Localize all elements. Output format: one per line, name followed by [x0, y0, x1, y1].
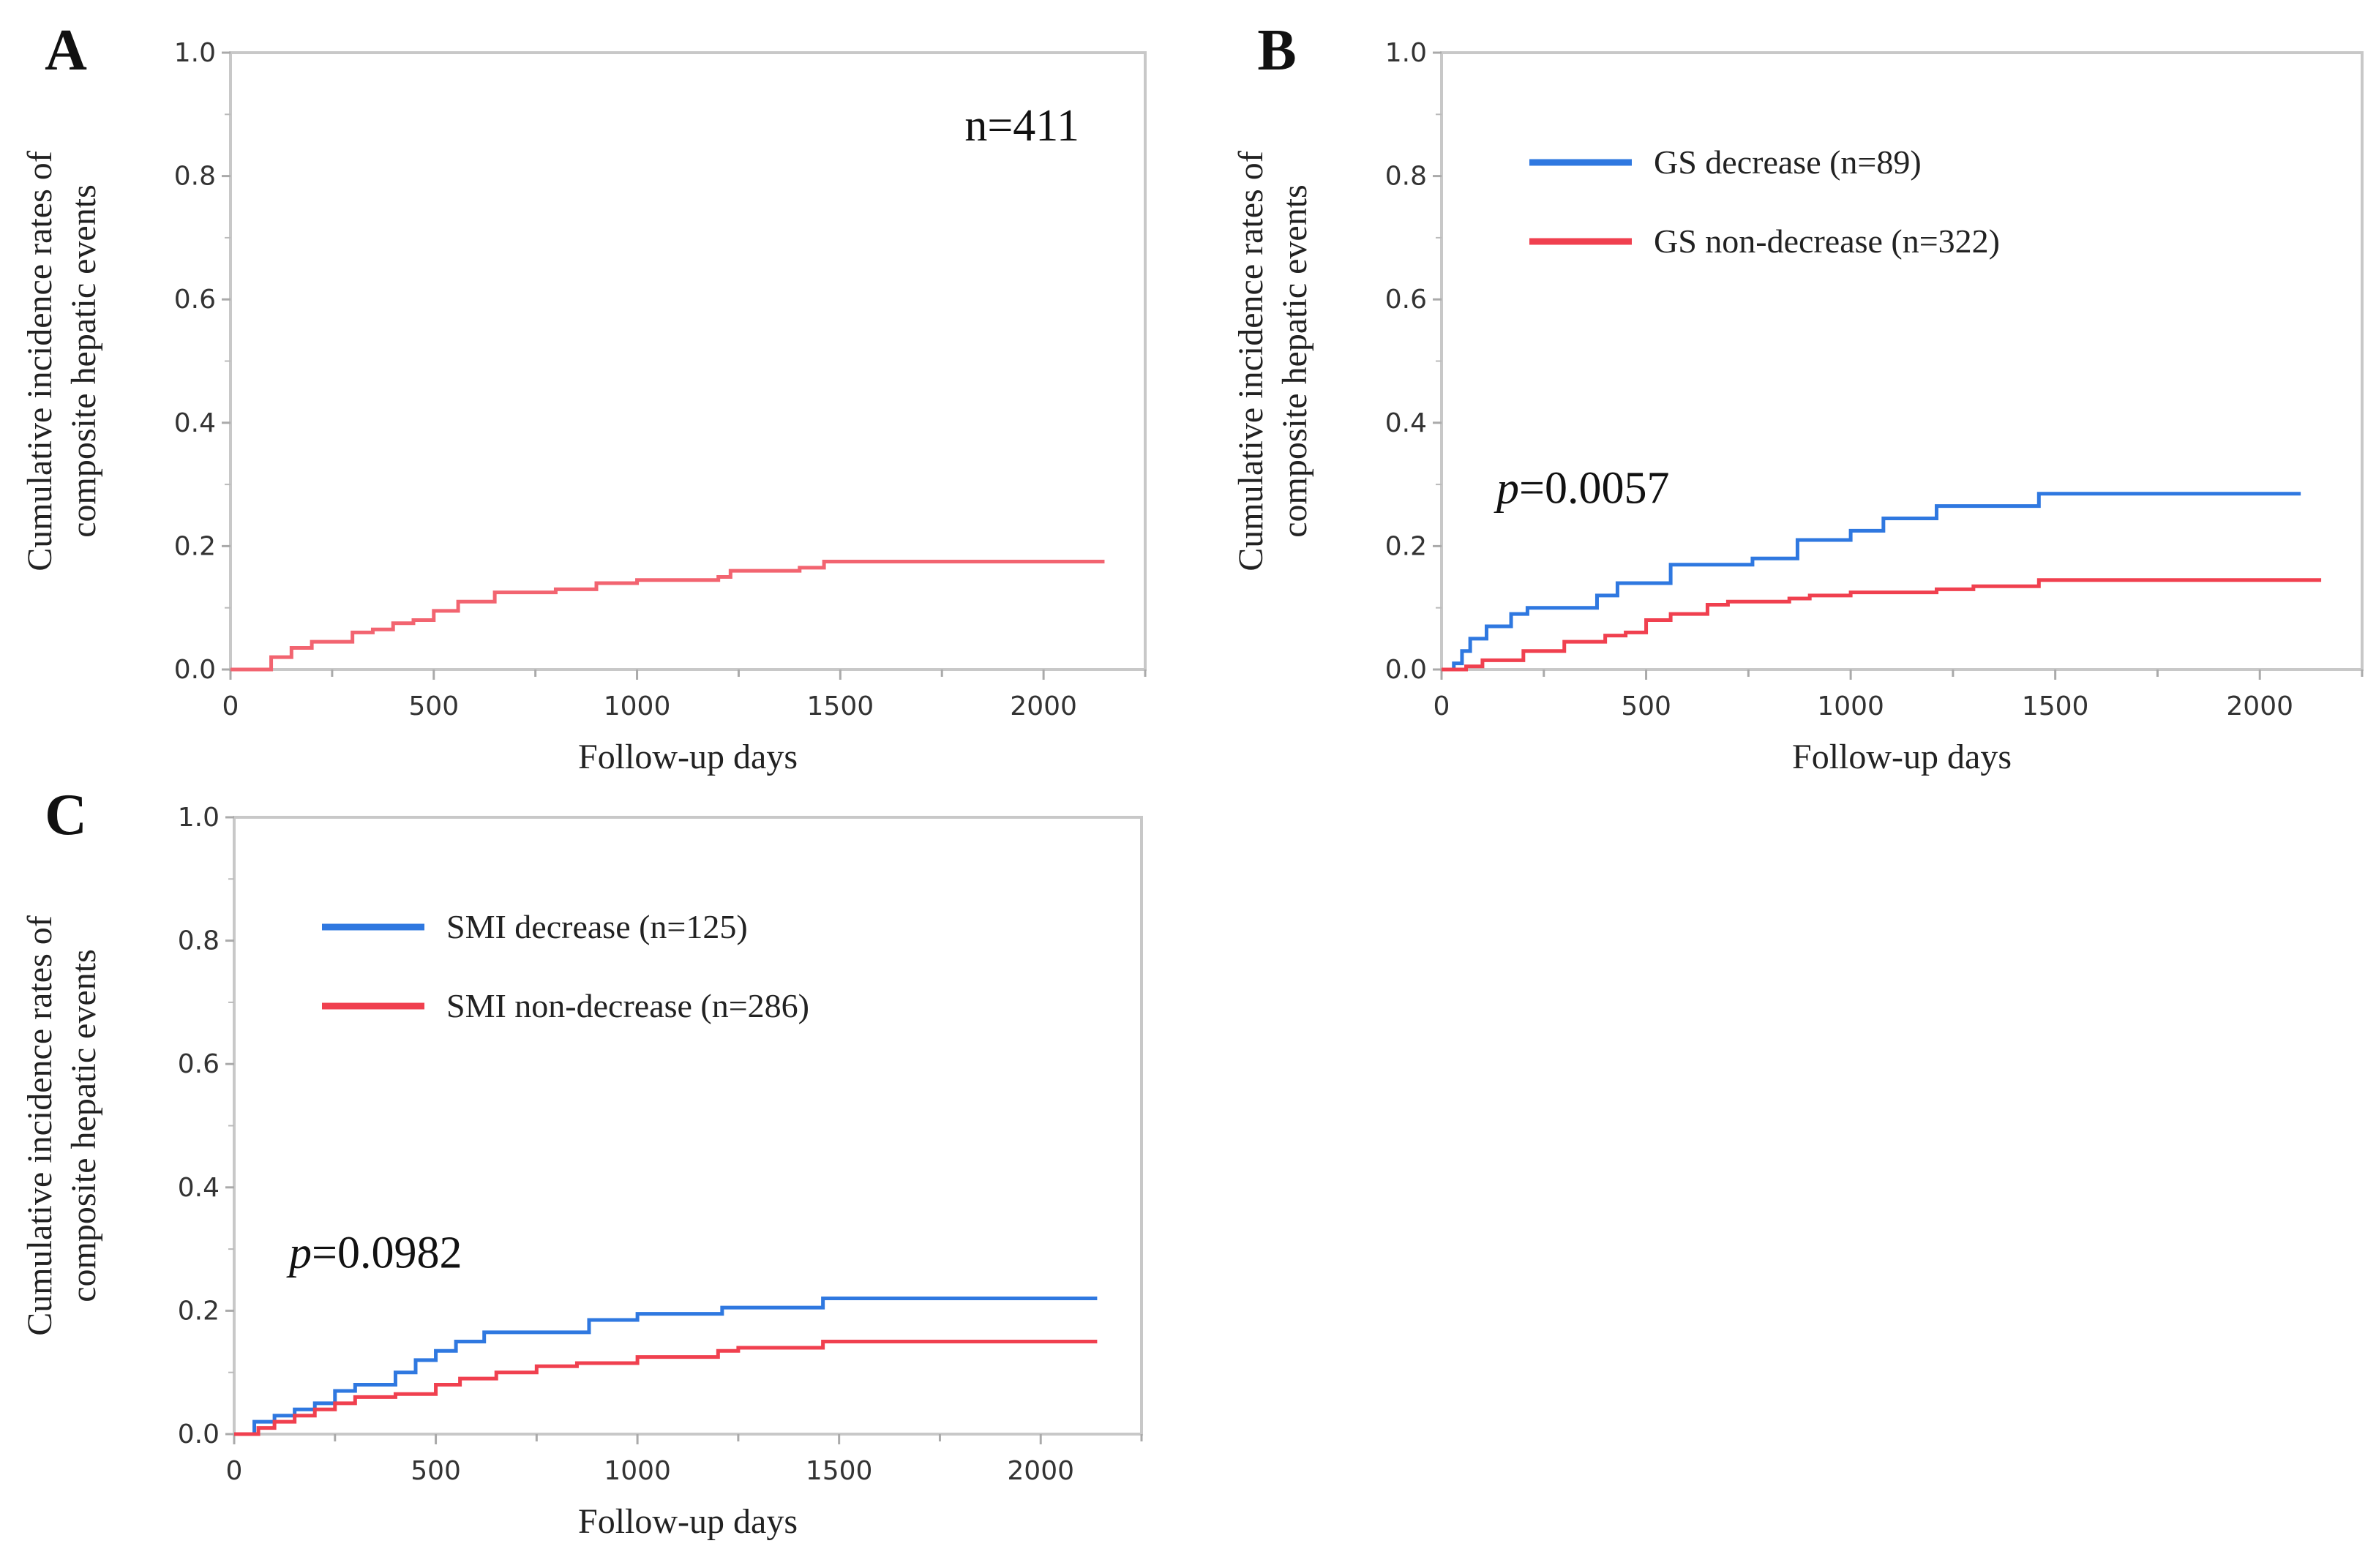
- sample-size-annotation: n=411: [964, 101, 1079, 151]
- y-tick-label: 0.4: [1385, 408, 1427, 438]
- panel-label: A: [45, 18, 87, 83]
- series-line-2: [1442, 578, 2322, 672]
- series-line-1: [234, 1297, 1098, 1436]
- x-tick-label: 1000: [1817, 691, 1884, 721]
- x-axis-label: Follow-up days: [578, 738, 798, 776]
- x-tick-label: 1000: [604, 691, 671, 721]
- p-value-annotation: p=0.0982: [286, 1228, 462, 1278]
- panel-label: C: [45, 783, 87, 847]
- x-tick-label: 500: [411, 1456, 461, 1486]
- y-axis-label-line1: Cumulative incidence rates of: [20, 915, 59, 1335]
- x-tick-label: 500: [1621, 691, 1671, 721]
- x-tick-label: 0: [1434, 691, 1450, 721]
- x-tick-label: 0: [226, 1456, 243, 1486]
- panel-label: B: [1257, 18, 1296, 83]
- series-line-2: [234, 1340, 1098, 1436]
- y-tick-label: 1.0: [1385, 38, 1427, 68]
- y-tick-label: 1.0: [178, 803, 220, 833]
- x-tick-label: 2000: [2226, 691, 2293, 721]
- y-tick-label: 0.6: [174, 285, 216, 315]
- p-symbol: p: [286, 1228, 312, 1278]
- p-value: =0.0057: [1519, 463, 1669, 513]
- x-tick-label: 1500: [2022, 691, 2089, 721]
- y-axis-label-line2: composite hepatic events: [64, 949, 103, 1302]
- y-axis-label-line2: composite hepatic events: [64, 184, 103, 538]
- panel-A: A 0.0 0.2 0.4 0.6 0.8 1.0 0 500 1000 1500 2000 Follo…: [20, 18, 1147, 776]
- y-tick-label: 0.0: [1385, 655, 1427, 685]
- panel-C: C 0.0 0.2 0.4 0.6 0.8 1.0 0 500 1000 1500 2000 Follo…: [20, 783, 1143, 1541]
- x-tick-label: 1000: [604, 1456, 671, 1486]
- y-tick-label: 0.8: [1385, 162, 1427, 192]
- y-tick-label: 0.4: [174, 408, 216, 438]
- series-line-1: [1442, 492, 2301, 672]
- x-tick-label: 1500: [806, 1456, 873, 1486]
- legend-label: SMI decrease (n=125): [446, 908, 748, 945]
- legend-label: SMI non-decrease (n=286): [446, 987, 809, 1024]
- y-tick-label: 0.2: [174, 531, 216, 561]
- p-value: =0.0982: [312, 1228, 462, 1278]
- series-line-1: [231, 559, 1105, 672]
- y-axis-label-line1: Cumulative incidence rates of: [1232, 151, 1270, 571]
- p-symbol: p: [1494, 463, 1519, 513]
- y-tick-label: 0.8: [178, 926, 220, 956]
- legend-label: GS decrease (n=89): [1654, 143, 1922, 181]
- y-axis-label-line1: Cumulative incidence rates of: [20, 151, 59, 571]
- x-tick-label: 0: [222, 691, 239, 721]
- y-tick-label: 0.6: [1385, 285, 1427, 315]
- panel-B: B 0.0 0.2 0.4 0.6 0.8 1.0 0 500 1000 1500 2000 Follo…: [1232, 18, 2364, 776]
- y-tick-label: 0.2: [1385, 531, 1427, 561]
- x-tick-label: 500: [408, 691, 459, 721]
- y-tick-label: 0.2: [178, 1296, 220, 1326]
- x-axis-label: Follow-up days: [578, 1502, 798, 1541]
- y-tick-label: 0.0: [178, 1419, 220, 1449]
- legend-label: GS non-decrease (n=322): [1654, 222, 2000, 260]
- y-tick-label: 0.4: [178, 1173, 220, 1203]
- y-tick-label: 0.8: [174, 162, 216, 192]
- y-tick-label: 0.0: [174, 655, 216, 685]
- p-value-annotation: p=0.0057: [1494, 463, 1669, 513]
- x-axis-label: Follow-up days: [1792, 738, 2012, 776]
- x-tick-label: 2000: [1010, 691, 1077, 721]
- x-tick-label: 1500: [807, 691, 874, 721]
- y-axis-label-line2: composite hepatic events: [1275, 184, 1314, 538]
- y-tick-label: 1.0: [174, 38, 216, 68]
- x-tick-label: 2000: [1007, 1456, 1074, 1486]
- y-tick-label: 0.6: [178, 1049, 220, 1079]
